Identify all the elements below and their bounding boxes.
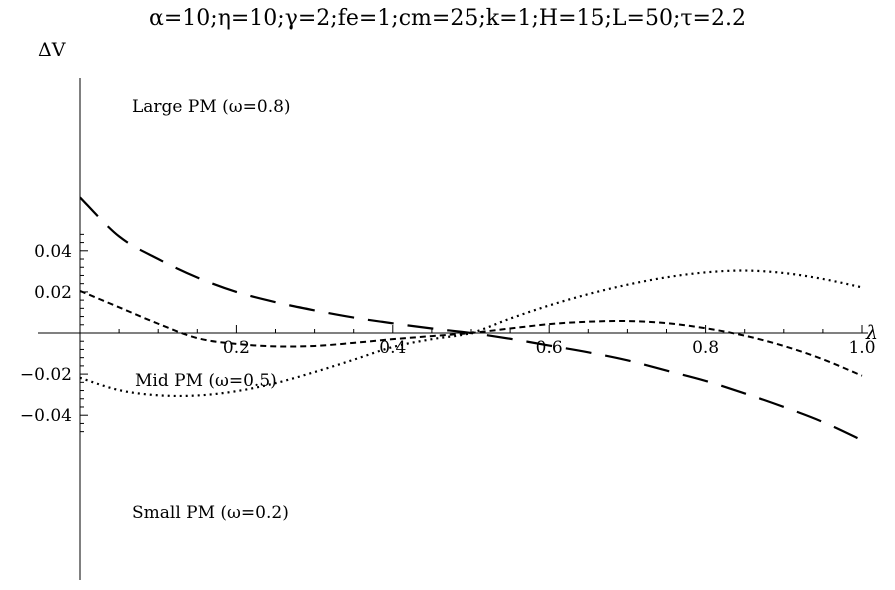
y-axis-label: ΔV (38, 39, 66, 61)
y-tick-label: 0.02 (34, 283, 72, 303)
series-label: Mid PM (ω=0.5) (135, 371, 277, 391)
series-line-short-dash (80, 289, 863, 377)
x-tick-label: 0.4 (379, 338, 406, 358)
chart-title: α=10;η=10;γ=2;fe=1;cm=25;k=1;H=15;L=50;τ… (149, 6, 746, 31)
series-line-long-dash (80, 196, 863, 442)
y-tick-label: −0.04 (20, 406, 72, 426)
axes: 0.2 0.4 0.6 0.8 1.0 0.04 0.02 −0.02 −0.04 ΔV λ (20, 39, 878, 580)
series-label: Small PM (ω=0.2) (132, 503, 289, 523)
x-tick-label: 0.6 (536, 338, 563, 358)
y-tick-label: 0.04 (34, 242, 72, 262)
series-label: Large PM (ω=0.8) (132, 97, 291, 117)
labels: Large PM (ω=0.8) Mid PM (ω=0.5) Small PM (… (132, 97, 291, 523)
y-tick-label: −0.02 (20, 365, 72, 385)
x-axis-label: λ (865, 322, 878, 344)
x-tick-label: 1.0 (848, 338, 875, 358)
x-tick-label: 0.2 (223, 338, 250, 358)
x-tick-label: 0.8 (692, 338, 719, 358)
curves (80, 196, 863, 442)
